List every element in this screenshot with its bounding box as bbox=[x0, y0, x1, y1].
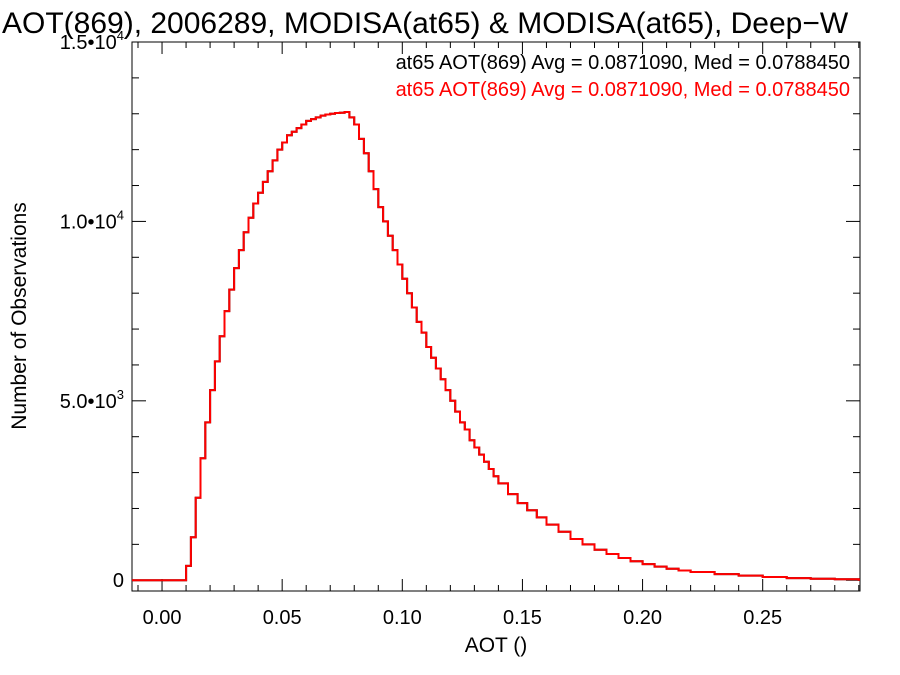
y-axis-label: Number of Observations bbox=[8, 202, 31, 430]
series-layer bbox=[132, 111, 860, 582]
x-axis-label: AOT () bbox=[465, 634, 528, 657]
x-axis-ticks: 0.00 0.05 0.10 0.15 0.20 0.25 bbox=[137, 42, 860, 629]
x-tick-label: 0.00 bbox=[143, 607, 182, 629]
y-tick-label: 1.5•104 bbox=[60, 28, 124, 54]
y-tick-label: 5.0•103 bbox=[60, 387, 124, 413]
legend-entry-red: at65 AOT(869) Avg = 0.0871090, Med = 0.0… bbox=[396, 79, 850, 101]
x-tick-label: 0.15 bbox=[503, 607, 542, 629]
y-tick-label: 0 bbox=[113, 570, 124, 592]
x-tick-label: 0.05 bbox=[263, 607, 302, 629]
y-tick-label: 1.0•104 bbox=[60, 207, 124, 233]
plot-frame bbox=[131, 41, 861, 592]
x-tick-label: 0.20 bbox=[623, 607, 662, 629]
x-tick-label: 0.25 bbox=[743, 607, 782, 629]
x-tick-label: 0.10 bbox=[383, 607, 422, 629]
legend-entry-black: at65 AOT(869) Avg = 0.0871090, Med = 0.0… bbox=[396, 52, 850, 74]
chart-title: AOT(869), 2006289, MODISA(at65) & MODISA… bbox=[2, 7, 849, 40]
series-line-0 bbox=[132, 111, 860, 582]
series-line-1 bbox=[132, 111, 860, 582]
y-axis-ticks: 0 5.0•103 1.0•104 1.5•104 bbox=[60, 28, 860, 592]
